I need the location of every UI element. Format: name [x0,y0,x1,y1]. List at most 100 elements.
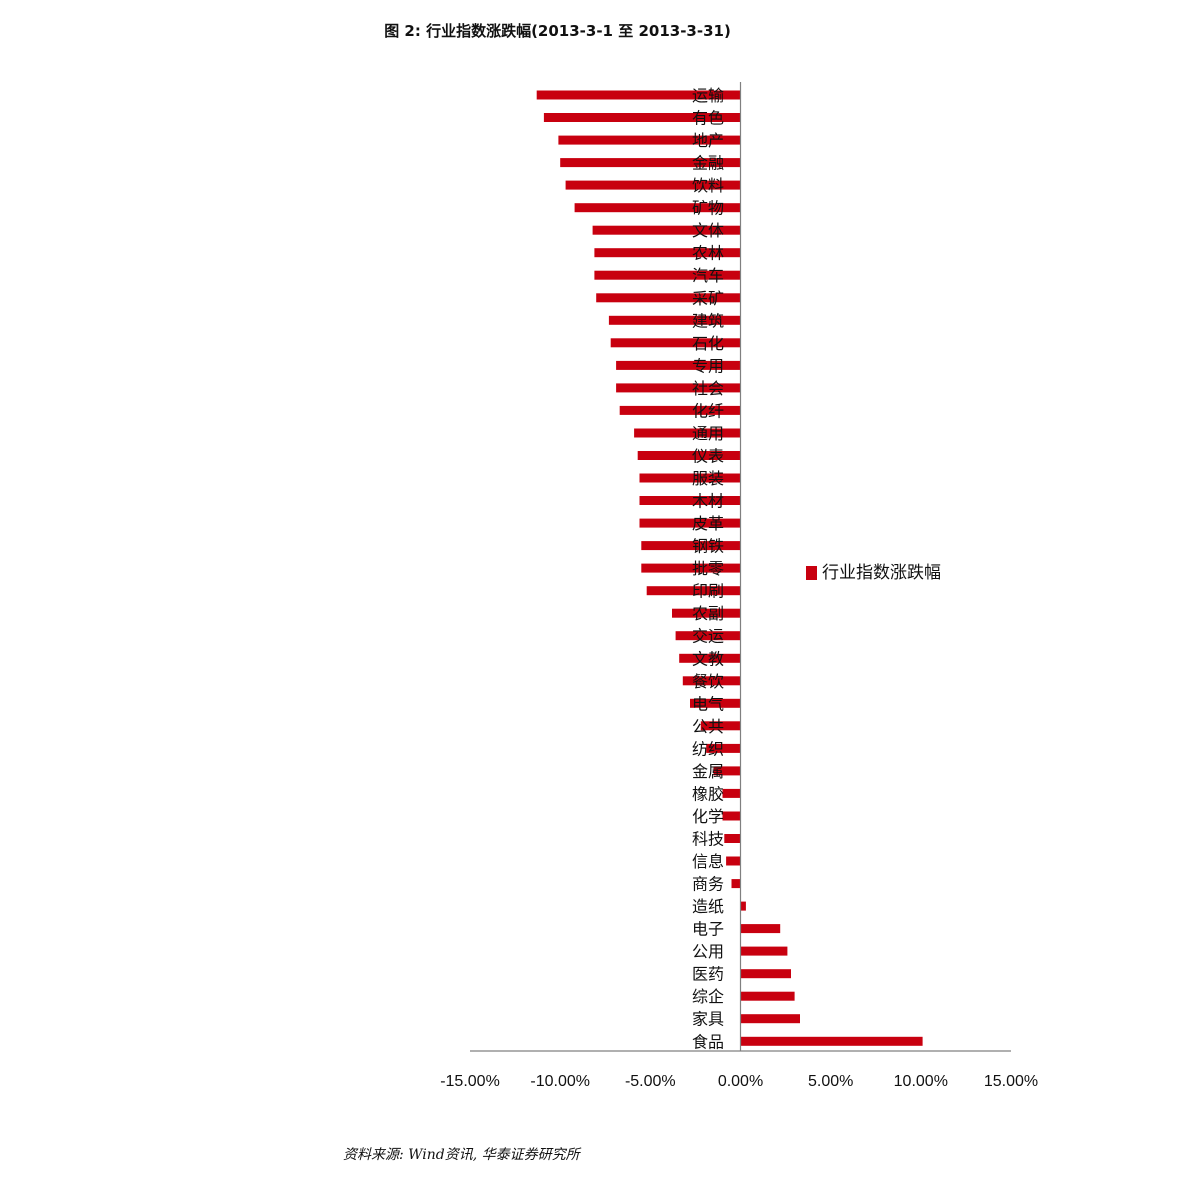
bar-35 [731,879,741,889]
bar-33 [724,834,741,843]
bar-29 [706,743,741,753]
bar-25 [679,653,741,663]
category-label: 金融 [692,154,724,173]
bar-7 [594,248,741,258]
chart-title-text: 图 2: 行业指数涨跌幅(2013-3-1 至 2013-3-31) [384,22,731,40]
category-label: 电子 [692,920,724,939]
axis-layer: -15.00% -10.00% -5.00% 0.00% 5.00% 10.00% 15.0… [440,82,1038,1090]
x-tick-label: 0.00% [718,1073,763,1090]
category-label: 运输 [692,86,724,105]
legend-swatch [806,566,817,580]
bar-31 [722,788,741,798]
bar-39 [740,969,791,979]
bar-4 [565,180,741,190]
bar-20 [641,541,741,551]
category-label: 石化 [692,334,724,353]
category-label: 商务 [692,875,724,894]
category-label: 金属 [692,762,724,781]
category-label: 地产 [692,131,724,150]
x-tick-label: 10.00% [894,1073,948,1090]
category-label: 文教 [692,649,724,668]
bar-42 [740,1036,923,1046]
category-label: 信息 [692,852,724,871]
category-label: 通用 [692,424,724,443]
bar-26 [682,676,741,686]
bar-28 [700,721,741,731]
category-label: 电气 [692,694,724,713]
category-label: 有色 [692,109,724,128]
bar-19 [639,518,741,528]
x-tick-label: -5.00% [625,1073,676,1090]
category-label: 皮革 [692,514,724,533]
bar-10 [608,315,741,325]
bar-0 [536,90,741,100]
category-label: 科技 [692,830,724,849]
bar-13 [616,383,741,393]
category-label: 服装 [692,469,724,488]
bar-17 [639,473,741,483]
bar-24 [675,631,741,641]
bar-3 [560,158,741,168]
bar-34 [726,856,741,866]
legend-label: 行业指数涨跌幅 [822,563,941,583]
bar-21 [641,563,741,573]
category-label: 农副 [692,604,724,623]
x-tick-label: -10.00% [530,1073,590,1090]
bar-14 [619,405,741,415]
bar-41 [740,1014,800,1024]
category-label: 造纸 [692,897,724,916]
category-label: 饮料 [692,176,724,195]
bar-6 [592,225,741,235]
category-label: 建筑 [692,311,724,330]
bar-9 [596,293,741,303]
bar-37 [740,924,781,934]
x-tick-label: 5.00% [808,1073,853,1090]
bar-38 [740,946,788,956]
x-tick-label: 15.00% [984,1073,1038,1090]
category-label: 批零 [692,559,724,578]
category-label: 家具 [692,1010,724,1029]
category-label: 医药 [692,965,724,984]
bar-32 [722,811,741,821]
category-label: 木材 [692,492,724,511]
category-label: 采矿 [692,289,724,308]
category-label: 专用 [692,356,724,375]
bar-11 [610,338,741,348]
category-label: 纺织 [692,739,724,758]
bars-layer [536,90,923,1046]
category-label: 钢铁 [692,537,724,556]
bar-2 [558,135,741,145]
bar-18 [639,496,741,505]
bar-23 [672,608,741,618]
bar-40 [740,991,795,1001]
category-label: 化纤 [692,401,724,420]
bar-12 [616,360,741,370]
bar-30 [713,766,741,776]
category-label: 综企 [692,987,724,1006]
category-label: 印刷 [692,582,724,601]
category-label: 农林 [692,244,724,263]
category-label: 矿物 [692,199,724,218]
category-label: 公用 [692,942,724,961]
category-label: 餐饮 [692,672,724,691]
category-label: 公共 [692,717,724,736]
chart-title: 图 2: 行业指数涨跌幅(2013-3-1 至 2013-3-31) [0,20,1191,41]
category-label: 文体 [692,221,724,240]
bar-5 [574,203,741,213]
category-labels-layer: 运输有色地产金融饮料矿物文体农林汽车采矿建筑石化专用社会化纤通用仪表服装木材皮革… [692,86,724,1051]
bar-16 [637,451,741,460]
bar-15 [634,428,741,438]
bar-27 [690,698,741,708]
category-label: 汽车 [692,266,724,285]
source-note: 资料来源: Wind资讯, 华泰证券研究所 [343,1147,580,1163]
category-label: 社会 [692,379,724,398]
category-label: 食品 [692,1032,724,1051]
category-label: 化学 [692,807,724,826]
bar-1 [543,113,741,122]
category-label: 仪表 [692,447,724,466]
bar-36 [740,901,746,911]
category-label: 橡胶 [692,784,724,803]
legend: 行业指数涨跌幅 [806,563,941,583]
category-label: 交运 [692,627,724,646]
